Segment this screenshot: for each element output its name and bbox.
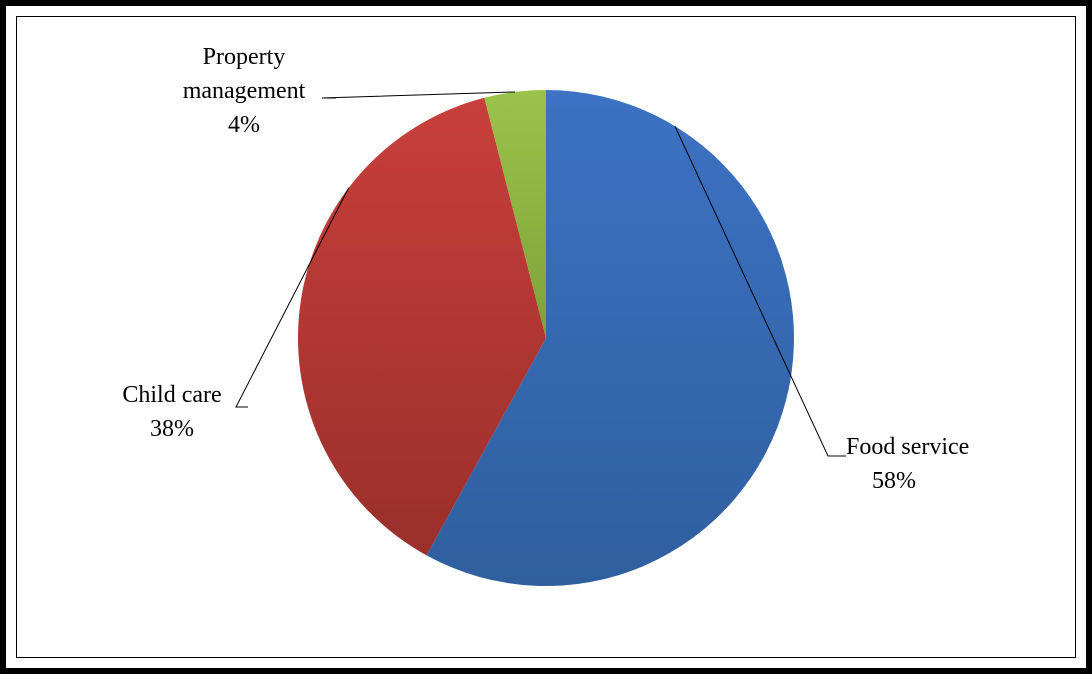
data-label-food-service: Food service 58% [846,434,969,494]
pie-slice-property-management [484,90,546,338]
pie-slices [298,90,795,587]
leader-line-1 [235,187,350,408]
leader-line-2 [321,91,515,99]
leader-line-0 [674,125,846,457]
chart-inner-border [16,16,1076,658]
pie-slice-food-service [426,90,795,587]
data-label-child-care: Child care 38% [122,382,221,442]
pie-slice-child-care [298,97,546,556]
leader-lines [235,91,846,457]
data-label-property-management: Property management 4% [183,44,306,138]
data-labels: Food service 58% Child care 38% Property mana… [122,44,969,494]
